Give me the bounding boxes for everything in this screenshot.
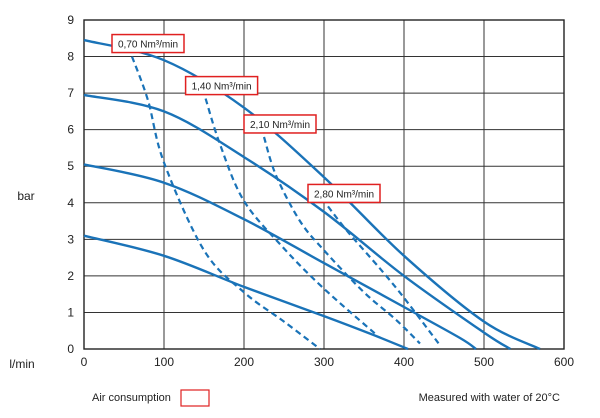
air-consumption-label-text: 1,40 Nm³/min <box>192 82 252 93</box>
air-consumption-labels: 0,70 Nm³/min 1,40 Nm³/min 2,10 Nm³/min 2,80… <box>111 33 381 204</box>
air-consumption-label-text: 0,70 Nm³/min <box>118 40 178 51</box>
x-tick-label-3: 300 <box>314 355 334 369</box>
chart-footer: Air consumption Measured with water of 2… <box>92 389 560 407</box>
air-consumption-label-box <box>184 75 259 96</box>
x-tick-label-4: 400 <box>394 355 414 369</box>
air-consumption-label-text: 2,10 Nm³/min <box>250 120 310 131</box>
air-consumption-label-box <box>243 114 317 134</box>
y-tick-label-0: 0 <box>67 342 74 356</box>
x-axis-label: l/min <box>9 357 34 371</box>
air-consumption-curve-4 <box>327 205 441 346</box>
y-tick-label-8: 8 <box>67 50 74 64</box>
y-tick-label-6: 6 <box>67 123 74 137</box>
pressure-curve-2 <box>83 93 512 351</box>
y-axis-ticks: 0 1 2 3 4 5 6 7 8 9 <box>67 13 74 356</box>
air-consumption-label-box <box>307 183 381 204</box>
air-consumption-curve-3 <box>262 136 421 345</box>
pressure-curve-4 <box>83 234 409 351</box>
x-tick-label-5: 500 <box>474 355 494 369</box>
air-consumption-legend-swatch <box>180 389 210 407</box>
y-axis-label: bar <box>17 189 34 203</box>
x-tick-label-1: 100 <box>154 355 174 369</box>
pressure-curve-3 <box>83 163 477 350</box>
x-tick-label-6: 600 <box>554 355 574 369</box>
air-consumption-curve-1 <box>130 56 321 350</box>
x-tick-label-0: 0 <box>81 355 88 369</box>
air-consumption-label-3: 2,10 Nm³/min <box>243 114 317 134</box>
air-consumption-label-2: 1,40 Nm³/min <box>184 75 259 96</box>
y-tick-label-3: 3 <box>67 232 74 246</box>
pressure-curves <box>83 38 541 351</box>
plot-frame <box>83 19 565 350</box>
air-consumption-label-box <box>111 33 185 54</box>
y-tick-label-5: 5 <box>67 159 74 173</box>
air-consumption-curve-2 <box>204 98 377 336</box>
pressure-curve-1 <box>83 38 541 351</box>
air-consumption-label-4: 2,80 Nm³/min <box>307 183 381 204</box>
air-consumption-label-text: 2,80 Nm³/min <box>314 189 374 200</box>
chart-grid <box>83 19 565 350</box>
y-tick-label-2: 2 <box>67 269 74 283</box>
y-tick-label-7: 7 <box>67 86 74 100</box>
y-tick-label-4: 4 <box>67 196 74 210</box>
y-tick-label-9: 9 <box>67 13 74 27</box>
measurement-note: Measured with water of 20°C <box>419 392 560 404</box>
y-tick-label-1: 1 <box>67 305 74 319</box>
air-consumption-label-1: 0,70 Nm³/min <box>111 33 185 54</box>
x-axis-ticks: 0 100 200 300 400 500 600 <box>81 355 575 369</box>
air-consumption-legend-label: Air consumption <box>92 392 171 404</box>
x-tick-label-2: 200 <box>234 355 254 369</box>
